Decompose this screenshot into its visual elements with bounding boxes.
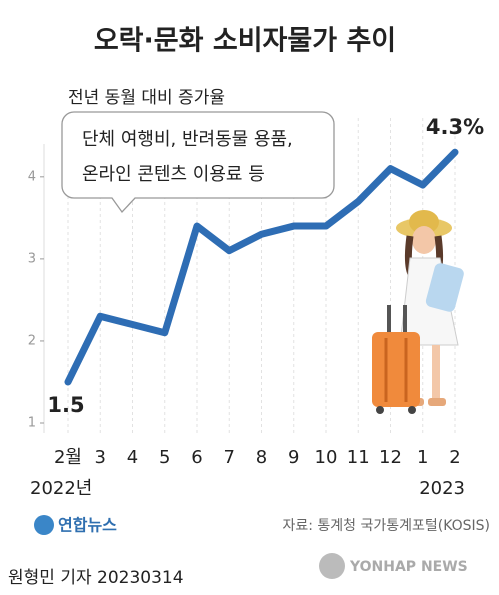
agency: YONHAP NEWS	[349, 559, 468, 575]
logo-icon	[34, 515, 54, 535]
x-tick-label: 9	[288, 447, 299, 468]
annotation-box	[61, 111, 335, 214]
y-tick-label: 4	[28, 169, 36, 184]
data-line	[64, 148, 459, 386]
annotation-line: 단체 여행비, 반려동물 용품,	[82, 129, 293, 150]
year-label: 2022년	[30, 478, 92, 499]
x-tick-label: 5	[159, 447, 170, 468]
year-label: 2023	[419, 478, 465, 499]
x-tick-label: 10	[315, 447, 338, 468]
x-tick-label: 2	[449, 447, 460, 468]
x-tick-label: 2월	[54, 447, 82, 468]
x-tick-label: 8	[256, 447, 267, 468]
y-tick-label: 2	[28, 333, 36, 348]
x-tick-label: 6	[191, 447, 202, 468]
x-tick-label: 1	[417, 447, 428, 468]
logo-text: 연합뉴스	[58, 516, 117, 535]
traveler-illustration	[372, 210, 464, 414]
chart-title: 오락·문화 소비자물가 추이	[94, 26, 396, 57]
x-tick-label: 12	[379, 447, 402, 468]
y-tick-label: 3	[28, 251, 36, 266]
source: 자료: 통계청 국가통계포털(KOSIS)	[282, 518, 490, 534]
value-label: 1.5	[47, 393, 84, 417]
x-tick-label: 7	[224, 447, 235, 468]
x-tick-label: 3	[95, 447, 106, 468]
value-label: 4.3%	[426, 115, 484, 139]
agency-icon	[319, 553, 345, 579]
annotation-line: 온라인 콘텐츠 이용료 등	[82, 164, 265, 185]
y-tick-label: 1	[28, 416, 36, 431]
x-tick-label: 4	[127, 447, 138, 468]
subtitle: 전년 동월 대비 증가율	[68, 88, 225, 108]
x-tick-label: 11	[347, 447, 370, 468]
credit: 원형민 기자 20230314	[8, 568, 184, 588]
